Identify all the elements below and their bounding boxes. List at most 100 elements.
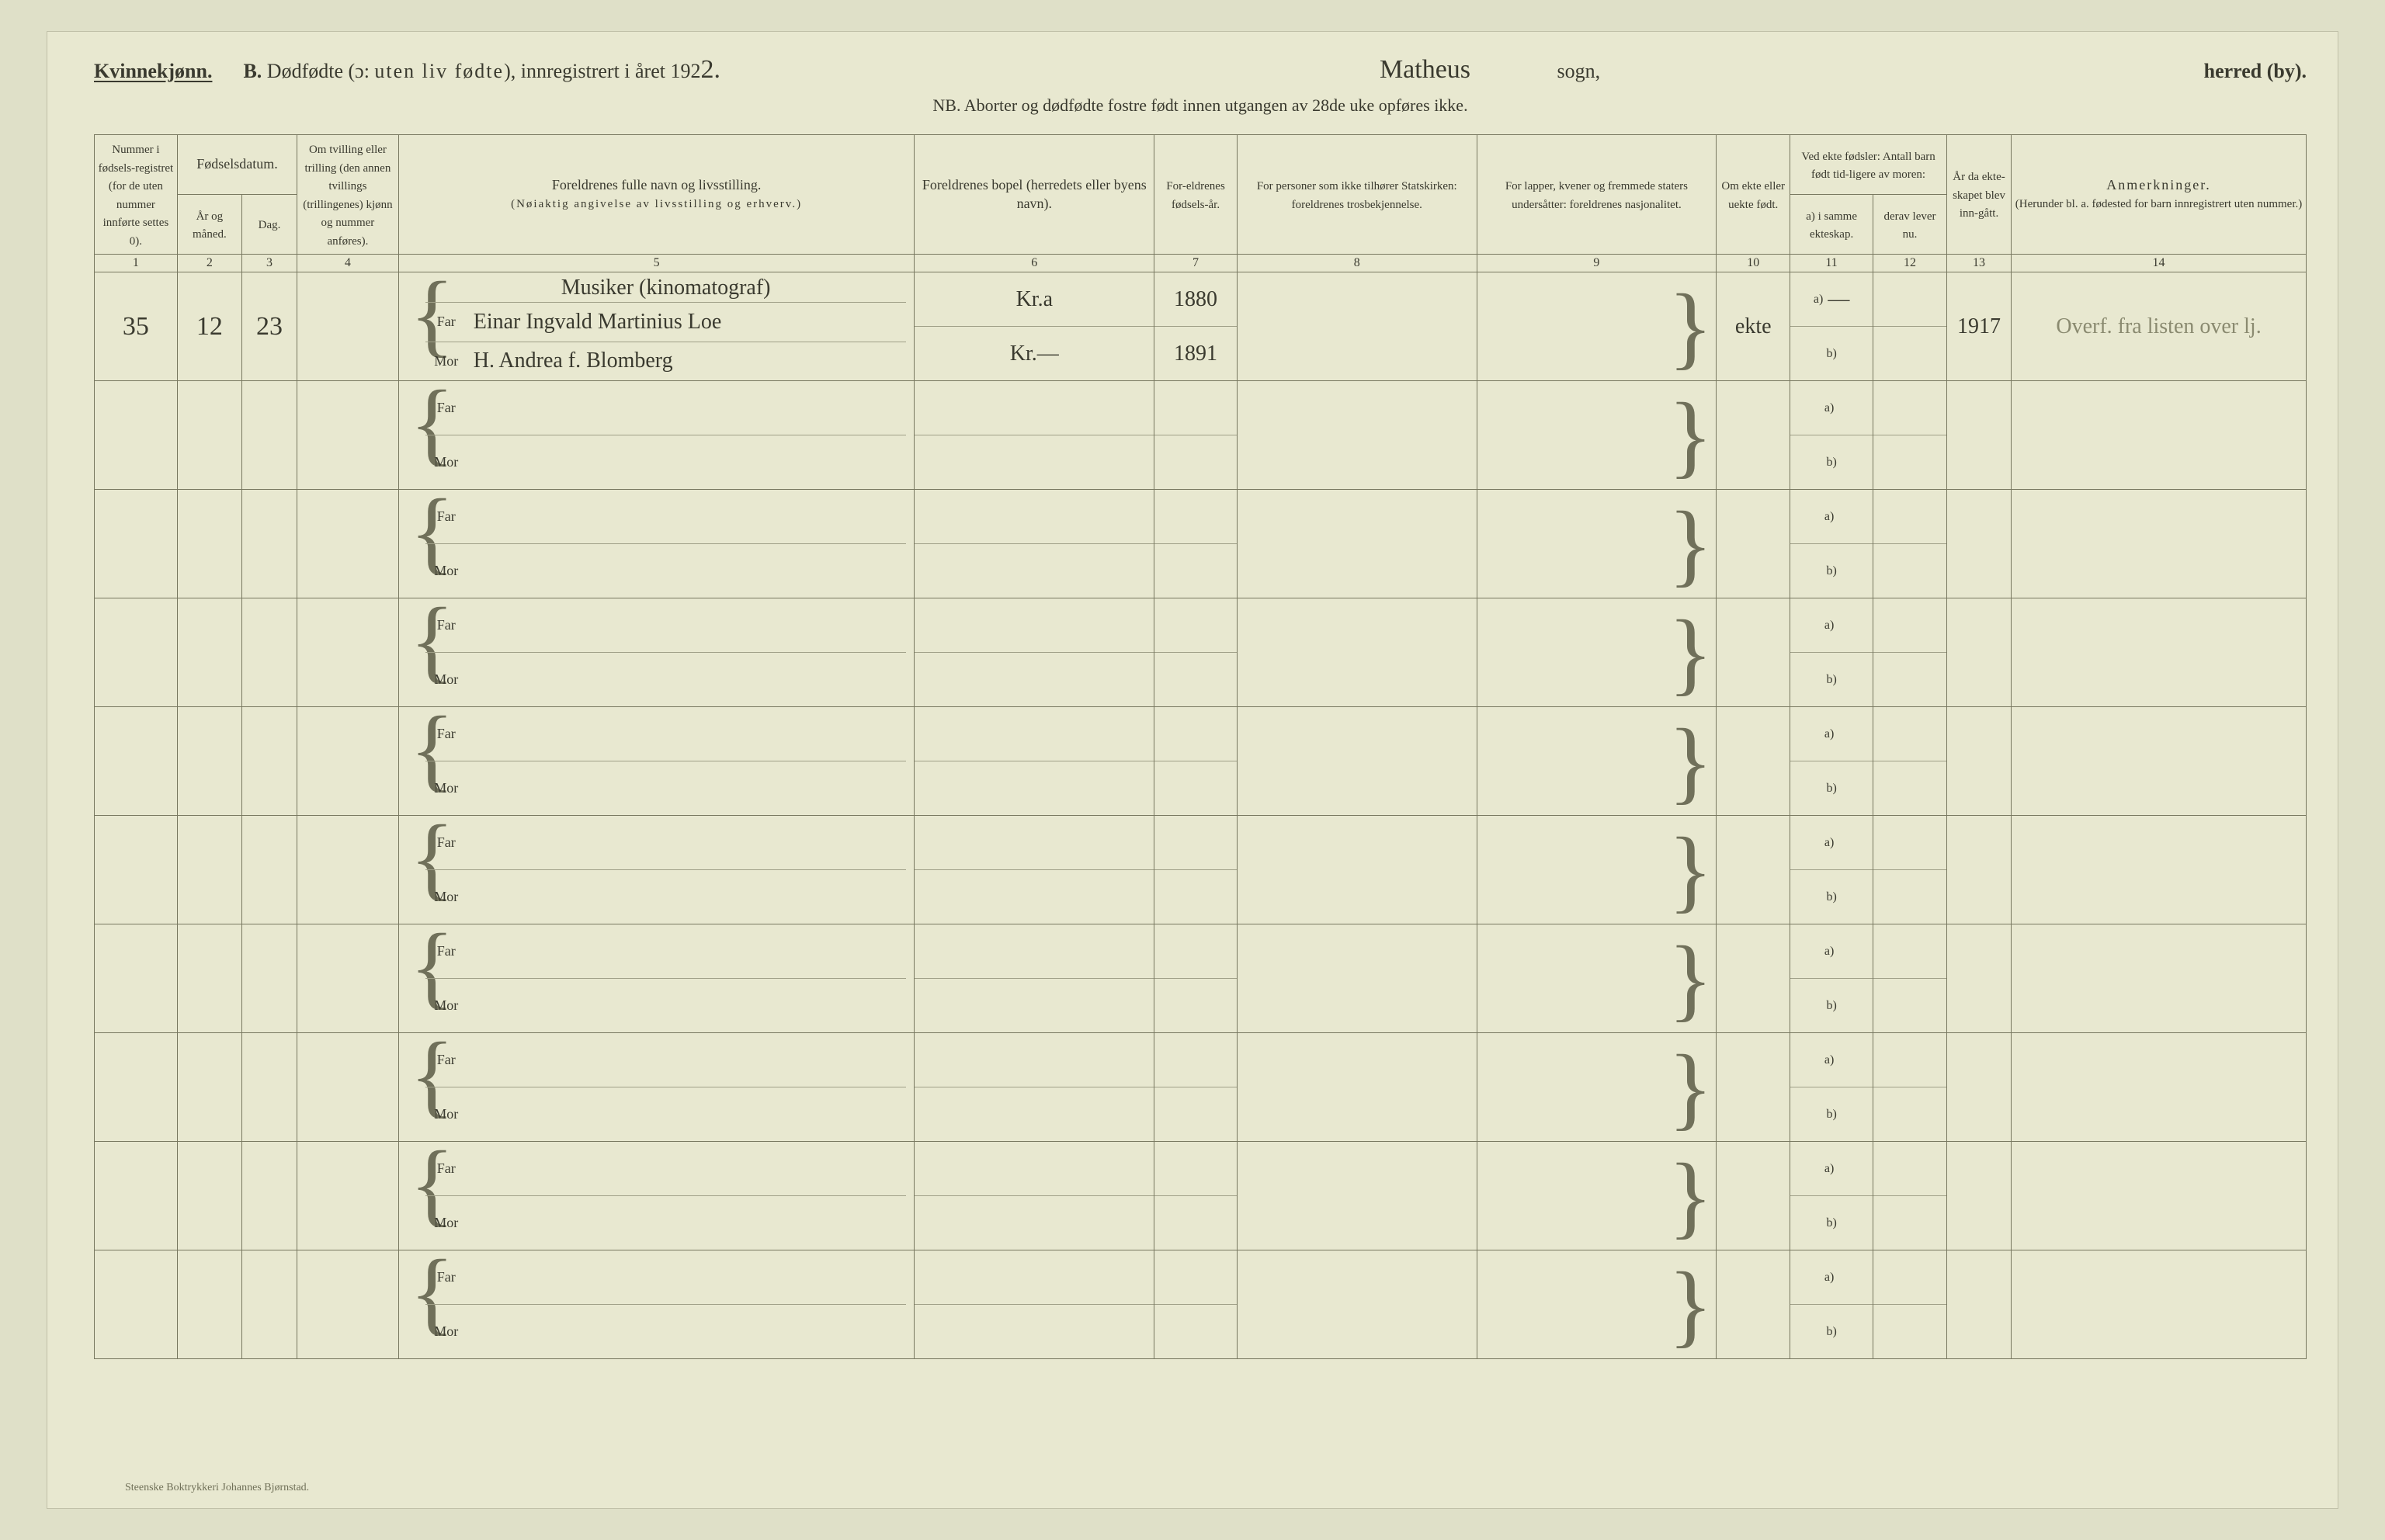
cell: [177, 490, 241, 598]
cell: }: [1477, 1250, 1717, 1359]
cell: { Far Mor: [398, 1033, 915, 1142]
far-label: Far: [429, 400, 464, 416]
far-label: Far: [429, 943, 464, 959]
cell: [297, 598, 399, 707]
table-body: 351223 { Musiker (kinomatograf) FarEinar…: [95, 272, 2307, 1359]
brace-open-icon: {: [407, 924, 425, 1032]
col-13: År da ekte-skapet blev inn-gått.: [1946, 135, 2011, 255]
colnum: 11: [1790, 255, 1873, 272]
register-table: Nummer i fødsels-registret (for de uten …: [94, 134, 2307, 1359]
cell: [1154, 924, 1238, 1033]
cell: [915, 381, 1154, 490]
title-post: ), innregistrert i året 192: [504, 60, 700, 82]
cell: [1946, 924, 2011, 1033]
table-row: { Far Mor } a) b): [95, 1142, 2307, 1250]
cell: [95, 1033, 178, 1142]
title-main: Dødfødte (ɔ:: [267, 60, 375, 82]
register-page: Kvinnekjønn. B. Dødfødte (ɔ: uten liv fø…: [47, 31, 2338, 1509]
cell: [297, 490, 399, 598]
col-4: Om tvilling eller trilling (den annen tv…: [297, 135, 399, 255]
brace-close-icon: }: [1665, 828, 1717, 912]
legitimacy: ekte: [1735, 314, 1772, 338]
cell: a) b): [1790, 490, 1873, 598]
a-label: a): [1824, 1162, 1834, 1176]
cell: [1237, 1142, 1477, 1250]
cell: }: [1477, 1033, 1717, 1142]
cell: [241, 1250, 297, 1359]
a-label: a): [1824, 510, 1834, 524]
cell: [1717, 381, 1790, 490]
cell: [1237, 598, 1477, 707]
cell: { Far Mor: [398, 381, 915, 490]
cell: }: [1477, 490, 1717, 598]
sogn-label: sogn,: [1557, 60, 1600, 83]
cell: [241, 924, 297, 1033]
cell: [915, 598, 1154, 707]
mor-label: Mor: [429, 780, 464, 796]
mor-label: Mor: [429, 997, 464, 1014]
cell: { Far Mor: [398, 816, 915, 924]
cell: [1237, 816, 1477, 924]
cell: }: [1477, 272, 1717, 381]
col-9: For lapper, kvener og fremmede staters u…: [1477, 135, 1717, 255]
col-6: Foreldrenes bopel (herredets eller byens…: [915, 135, 1154, 255]
title-spaced: uten liv fødte: [374, 60, 504, 82]
brace-close-icon: }: [1665, 1154, 1717, 1238]
col-5: Foreldrenes fulle navn og livsstilling. …: [398, 135, 915, 255]
colnum: 3: [241, 255, 297, 272]
cell: [2012, 707, 2307, 816]
cell: [95, 924, 178, 1033]
cell: 1917: [1946, 272, 2011, 381]
cell: [177, 924, 241, 1033]
b-label: b): [1826, 347, 1836, 361]
brace-open-icon: {: [407, 1033, 425, 1141]
cell: { Far Mor: [398, 707, 915, 816]
cell: [1946, 490, 2011, 598]
colnum: 9: [1477, 255, 1717, 272]
brace-open-icon: {: [407, 707, 425, 815]
a-label: a): [1824, 1053, 1834, 1067]
cell: [297, 924, 399, 1033]
a-label: a): [1824, 1271, 1834, 1285]
brace-close-icon: }: [1665, 1046, 1717, 1129]
mor-label: Mor: [429, 563, 464, 579]
cell: [1237, 924, 1477, 1033]
far-label: Far: [429, 1269, 464, 1285]
cell: a) b): [1790, 1250, 1873, 1359]
cell: [1873, 272, 1947, 381]
col-14: Anmerkninger. (Herunder bl. a. fødested …: [2012, 135, 2307, 255]
cell: [177, 1033, 241, 1142]
cell: [2012, 381, 2307, 490]
entry-number: 35: [123, 312, 149, 341]
cell: [297, 1033, 399, 1142]
cell: }: [1477, 924, 1717, 1033]
occupation: Musiker (kinomatograf): [425, 272, 907, 303]
cell: [1873, 707, 1947, 816]
cell: [241, 381, 297, 490]
mor-label: Mor: [429, 353, 464, 369]
cell: a) b): [1790, 707, 1873, 816]
printer-footer: Steenske Boktrykkeri Johannes Bjørnstad.: [125, 1482, 309, 1494]
year-handwritten: 2.: [700, 55, 720, 85]
gender-label: Kvinnekjønn.: [94, 60, 212, 83]
cell: [915, 816, 1154, 924]
table-row: { Far Mor } a) b): [95, 924, 2307, 1033]
table-row: { Far Mor } a) b): [95, 381, 2307, 490]
cell: [1237, 1250, 1477, 1359]
cell: [1946, 816, 2011, 924]
table-row: { Far Mor } a) b): [95, 1250, 2307, 1359]
brace-open-icon: {: [407, 598, 425, 706]
cell: [1946, 1142, 2011, 1250]
table-row: { Far Mor } a) b): [95, 707, 2307, 816]
cell: [1873, 1142, 1947, 1250]
colnum: 10: [1717, 255, 1790, 272]
cell: [1946, 707, 2011, 816]
father-birthyear: 1880: [1174, 287, 1217, 312]
cell: [241, 816, 297, 924]
colnum: 5: [398, 255, 915, 272]
b-label: b): [1826, 999, 1836, 1013]
cell: [177, 1142, 241, 1250]
cell: [95, 490, 178, 598]
cell: a) b): [1790, 381, 1873, 490]
cell: [1717, 707, 1790, 816]
